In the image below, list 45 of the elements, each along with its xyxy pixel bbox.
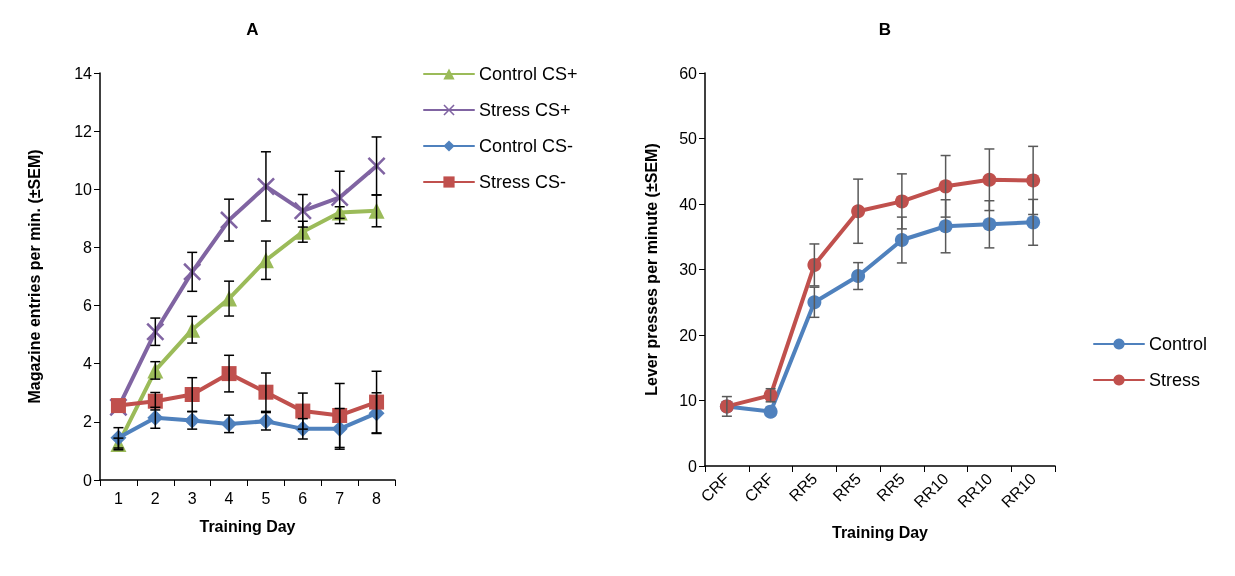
x-tick-label: 4 [224,489,234,507]
y-tick-label: 8 [83,238,93,256]
y-tick-label: 2 [83,413,93,431]
point [256,177,275,196]
x-tick-label: 8 [372,489,382,507]
y-tick-label: 40 [679,195,698,213]
legend-label: Control CS- [479,136,574,156]
y-axis-title: Lever presses per minute (±SEM) [642,143,660,396]
x-tick-label: 7 [335,489,345,507]
y-tick-label: 0 [83,471,93,489]
legend-label: Stress [1149,370,1201,390]
y-tick-label: 12 [74,122,93,140]
legend-label: Stress CS+ [479,100,571,120]
point [807,295,822,310]
x-tick-label: 3 [187,489,197,507]
point [807,257,822,272]
chart-title: A [246,20,259,39]
x-tick-label: 6 [298,489,308,507]
point [183,262,202,281]
y-tick-label: 10 [74,180,93,198]
x-tick-label: 5 [261,489,271,507]
point [369,394,385,410]
point [330,188,349,207]
x-axis-title: Training Day [831,523,929,541]
x-tick-label: 1 [113,489,123,507]
y-tick-label: 0 [688,457,698,475]
y-tick-label: 20 [679,326,698,344]
y-tick-label: 30 [679,261,698,278]
legend-label: Control CS+ [479,64,578,84]
point [763,404,778,419]
x-tick-label: 2 [150,489,160,507]
y-tick-label: 10 [679,392,698,409]
y-tick-label: 60 [679,64,698,82]
y-tick-label: 4 [83,355,93,373]
legend-label: Stress CS- [479,172,567,192]
y-tick-label: 6 [83,297,93,315]
x-axis-title: Training Day [199,517,296,535]
y-axis-title: Magazine entries per min. (±SEM) [25,149,43,404]
point [367,157,386,176]
y-tick-label: 14 [74,64,93,82]
y-tick-label: 50 [679,130,698,147]
chart-title: B [878,20,892,39]
legend-label: Control [1149,334,1208,354]
point [146,322,165,341]
point [293,201,312,220]
